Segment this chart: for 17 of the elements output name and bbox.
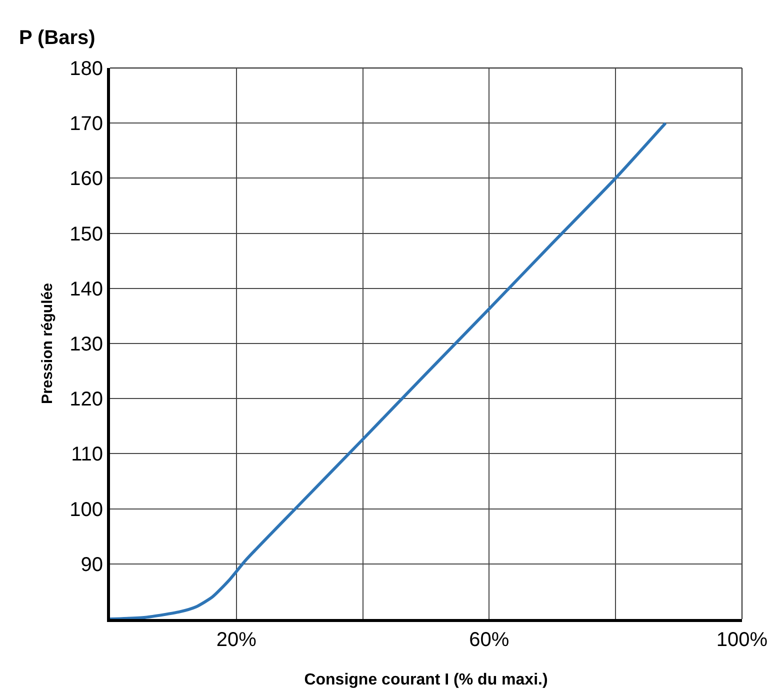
y-tick-label: 180	[70, 58, 103, 80]
y-tick-label: 130	[70, 334, 103, 356]
line-series	[110, 122, 668, 619]
x-tick-label: 20%	[216, 629, 257, 651]
y-tick-label: 170	[70, 113, 103, 136]
y-tick-label: 110	[71, 444, 103, 466]
y-tick-label: 150	[70, 223, 103, 246]
x-tick-label: 60%	[469, 629, 510, 651]
text: P (Bars)	[19, 27, 96, 49]
y-axis-title: Pression régulée	[38, 283, 56, 404]
y-tick-label: 140	[70, 278, 103, 300]
y-tick-label: 100	[70, 498, 103, 521]
x-tick-label: 100%	[716, 629, 768, 651]
y-tick-label: 160	[70, 168, 103, 190]
x-axis-title: Consigne courant I (% du maxi.)	[304, 672, 548, 689]
y-tick-label: 90	[80, 554, 103, 576]
y-tick-label: 120	[70, 388, 103, 411]
